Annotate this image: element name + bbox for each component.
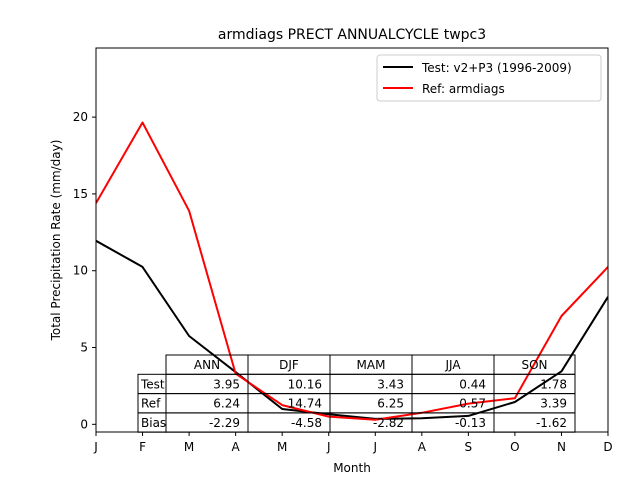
y-tick-label: 5 bbox=[80, 341, 88, 355]
table-value: 3.43 bbox=[377, 377, 404, 391]
legend: Test: v2+P3 (1996-2009) Ref: armdiags bbox=[376, 54, 602, 102]
table-value: -4.58 bbox=[291, 416, 322, 430]
x-tick-label: S bbox=[465, 440, 473, 454]
legend-label-test: Test: v2+P3 (1996-2009) bbox=[421, 61, 572, 75]
table-header-son: SON bbox=[521, 358, 547, 372]
table-row-label-bias: Bias bbox=[141, 416, 166, 430]
table-row-label-test: Test bbox=[140, 377, 165, 391]
x-tick-label: O bbox=[510, 440, 519, 454]
x-tick-label: A bbox=[232, 440, 241, 454]
table-row-label-ref: Ref bbox=[141, 397, 161, 411]
x-tick-label: A bbox=[418, 440, 427, 454]
table-value: 10.16 bbox=[288, 377, 322, 391]
x-tick-label: M bbox=[277, 440, 287, 454]
table-header-ann: ANN bbox=[194, 358, 220, 372]
x-tick-label: D bbox=[603, 440, 612, 454]
table-value: 0.57 bbox=[459, 397, 486, 411]
legend-label-ref: Ref: armdiags bbox=[422, 82, 505, 96]
table-value: 6.24 bbox=[213, 397, 240, 411]
x-tick-label: M bbox=[184, 440, 194, 454]
x-tick-label: J bbox=[93, 440, 98, 454]
table-value: 0.44 bbox=[459, 377, 486, 391]
x-axis-label: Month bbox=[333, 461, 371, 475]
table-value: -2.29 bbox=[209, 416, 240, 430]
table-value: 3.95 bbox=[213, 377, 240, 391]
table-value: 3.39 bbox=[540, 397, 567, 411]
x-tick-label: F bbox=[139, 440, 146, 454]
table-value: -0.13 bbox=[455, 416, 486, 430]
y-tick-label: 20 bbox=[73, 110, 88, 124]
series-line-test bbox=[96, 239, 608, 420]
table-value: 1.78 bbox=[540, 377, 567, 391]
y-tick-label: 10 bbox=[73, 264, 88, 278]
stats-table: ANN DJF MAM JJA SON Test 3.95 10.16 3.43 0.44 1.78… bbox=[137, 354, 576, 433]
x-tick-label: N bbox=[557, 440, 566, 454]
table-value: -1.62 bbox=[536, 416, 567, 430]
series-layer bbox=[96, 121, 608, 421]
table-value: 6.25 bbox=[377, 397, 404, 411]
y-tick-label: 15 bbox=[73, 187, 88, 201]
x-tick-label: J bbox=[372, 440, 377, 454]
table-value: 14.74 bbox=[288, 397, 322, 411]
plot-frame bbox=[95, 47, 609, 433]
table-header-jja: JJA bbox=[444, 358, 461, 372]
legend-box bbox=[376, 54, 602, 102]
table-value: -2.82 bbox=[373, 416, 404, 430]
chart-title: armdiags PRECT ANNUALCYCLE twpc3 bbox=[218, 27, 486, 43]
table-header-mam: MAM bbox=[357, 358, 386, 372]
y-axis-label: Total Precipitation Rate (mm/day) bbox=[49, 140, 63, 342]
x-tick-label: J bbox=[326, 440, 331, 454]
series-line-ref bbox=[96, 121, 608, 421]
table-header-djf: DJF bbox=[279, 358, 299, 372]
y-tick-label: 0 bbox=[80, 417, 88, 431]
